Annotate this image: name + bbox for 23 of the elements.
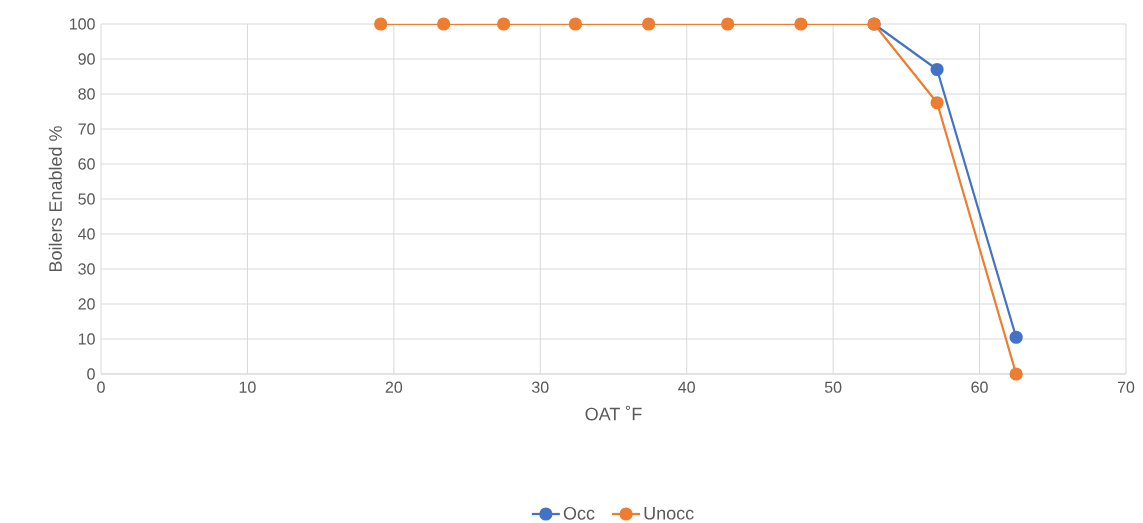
- y-tick-label: 40: [78, 228, 95, 240]
- y-tick-label: 100: [70, 18, 95, 30]
- x-tick-label: 20: [385, 381, 403, 393]
- y-tick-label: 60: [78, 158, 95, 170]
- x-tick-label: 50: [824, 381, 842, 393]
- y-axis-title: Boilers Enabled %: [48, 126, 62, 272]
- y-tick-label: 50: [78, 193, 95, 205]
- x-tick-label: 70: [1117, 381, 1135, 393]
- x-tick-label: 60: [971, 381, 988, 393]
- x-axis-title: OAT ˚F: [585, 405, 642, 421]
- x-tick-label: 10: [239, 381, 256, 393]
- legend-label: Occ: [563, 506, 595, 520]
- x-tick-label: 30: [531, 381, 549, 393]
- y-tick-label: 0: [87, 368, 95, 380]
- x-tick-label: 0: [97, 381, 105, 393]
- y-tick-label: 20: [78, 298, 95, 310]
- x-tick-label: 40: [678, 381, 695, 393]
- y-tick-label: 30: [78, 263, 95, 275]
- legend-label: Unocc: [644, 507, 694, 520]
- y-tick-label: 80: [78, 88, 95, 100]
- y-tick-label: 70: [78, 123, 95, 135]
- y-tick-label: 90: [78, 53, 95, 65]
- y-tick-label: 10: [78, 333, 95, 345]
